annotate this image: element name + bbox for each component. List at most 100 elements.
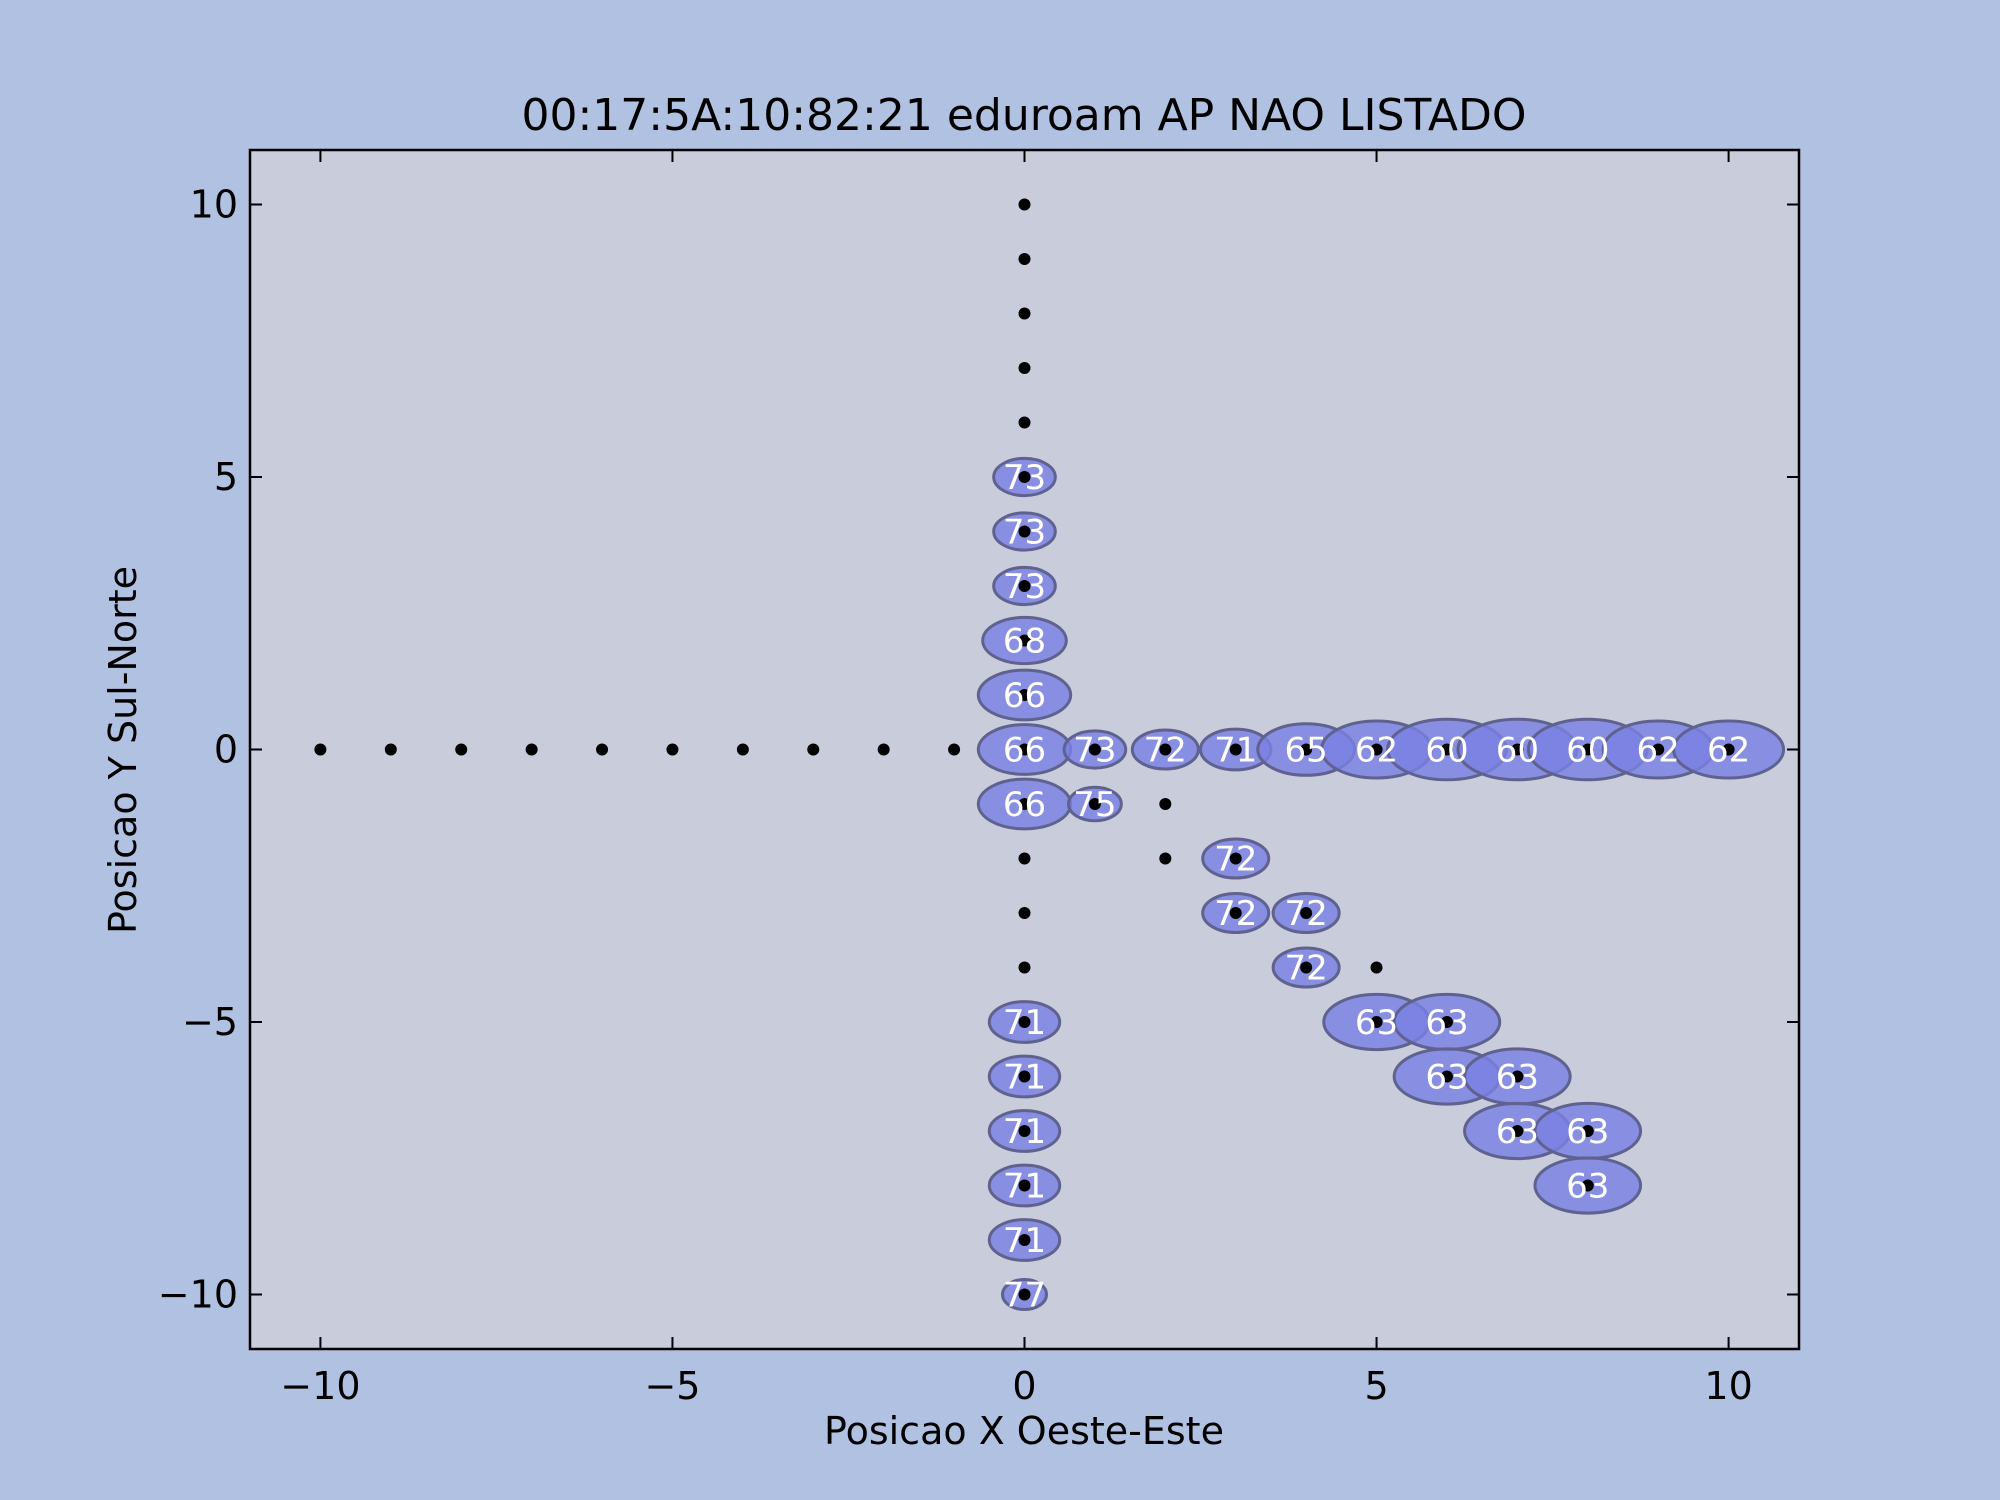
measurement-point	[1581, 1179, 1594, 1192]
signal-label: 66	[1003, 731, 1046, 771]
chart-title: 00:17:5A:10:82:21 eduroam AP NAO LISTADO	[521, 90, 1526, 141]
measurement-point	[1370, 961, 1383, 974]
signal-label: 77	[1003, 1276, 1046, 1316]
signal-label: 60	[1425, 731, 1468, 771]
measurement-point	[1018, 1288, 1031, 1301]
measurement-point	[1088, 743, 1101, 756]
measurement-point	[314, 743, 327, 756]
measurement-point	[1652, 743, 1665, 756]
measurement-point	[1018, 689, 1031, 701]
signal-label: 60	[1496, 731, 1539, 771]
signal-label: 73	[1003, 513, 1046, 553]
signal-label: 62	[1355, 731, 1398, 771]
axis-ticks: −10 −5 0 5 10 −10 −5 0 5 10	[158, 150, 1799, 1408]
signal-label: 66	[1003, 785, 1046, 825]
measurement-point	[1229, 907, 1242, 919]
signal-label: 71	[1003, 1221, 1046, 1261]
measurement-point	[525, 743, 538, 756]
measurement-point	[1018, 1125, 1031, 1137]
measurement-point	[1018, 743, 1031, 756]
measurement-point	[1018, 1234, 1031, 1246]
x-tick-label: −5	[644, 1364, 700, 1408]
measurement-point	[1018, 525, 1031, 538]
measurement-point	[1440, 1070, 1453, 1083]
measurement-point	[1229, 743, 1242, 756]
signal-label: 71	[1003, 1167, 1046, 1207]
measurement-point	[1018, 580, 1031, 592]
measurement-point	[1440, 743, 1453, 756]
measurement-point	[1018, 307, 1031, 320]
measurement-point	[1581, 1125, 1594, 1137]
signal-label: 63	[1496, 1112, 1539, 1152]
signal-label: 72	[1214, 894, 1257, 934]
measurement-point	[1511, 743, 1524, 756]
signal-label: 73	[1003, 458, 1046, 498]
measurement-point	[1581, 743, 1594, 756]
x-tick-label: 0	[1012, 1364, 1036, 1408]
signal-label: 63	[1496, 1058, 1539, 1098]
signal-label: 72	[1144, 731, 1187, 771]
measurement-point	[807, 743, 820, 756]
measurement-point	[1722, 743, 1735, 756]
measurement-point	[1018, 362, 1031, 374]
measurement-point	[1300, 961, 1313, 974]
y-tick-label: 0	[214, 728, 238, 772]
measurement-point	[1229, 852, 1242, 865]
signal-label: 62	[1637, 731, 1680, 771]
measurement-point	[1300, 907, 1313, 919]
x-tick-label: 10	[1704, 1364, 1752, 1408]
signal-label: 63	[1566, 1112, 1609, 1152]
y-tick-label: −5	[182, 1000, 238, 1044]
measurement-point	[948, 743, 961, 756]
measurement-point	[1511, 1125, 1524, 1137]
signal-label: 72	[1214, 840, 1257, 880]
measurement-point	[596, 743, 609, 756]
measurement-point	[736, 743, 749, 756]
signal-label: 63	[1566, 1167, 1609, 1207]
signal-label: 71	[1003, 1003, 1046, 1043]
measurement-point	[1370, 1016, 1383, 1028]
measurement-point	[1018, 416, 1031, 429]
measurement-point	[1018, 907, 1031, 919]
measurement-point	[1018, 634, 1031, 647]
measurement-point	[1511, 1070, 1524, 1083]
measurement-point	[455, 743, 468, 756]
x-axis-label: Posicao X Oeste-Este	[824, 1409, 1224, 1453]
signal-label: 73	[1003, 567, 1046, 607]
y-tick-label: −10	[158, 1273, 238, 1317]
measurement-point	[1440, 1016, 1453, 1028]
signal-label: 68	[1003, 622, 1046, 662]
measurement-point	[1018, 471, 1031, 483]
measurement-point	[1370, 743, 1383, 756]
measurement-point	[1018, 198, 1031, 211]
measurement-point	[1159, 852, 1172, 865]
signal-label: 65	[1285, 731, 1328, 771]
measurement-point	[1088, 798, 1101, 810]
signal-label: 73	[1073, 731, 1116, 771]
measurement-points	[314, 198, 1735, 1301]
signal-label: 66	[1003, 676, 1046, 716]
signal-labels: 73 73 73 68 66 66 66 73 72 71 65 62 60 60 60 62 62 75 72 72…	[1003, 458, 1750, 1316]
signal-label: 71	[1214, 731, 1257, 771]
x-tick-label: −10	[280, 1364, 360, 1408]
signal-label: 75	[1073, 785, 1116, 825]
signal-label: 71	[1003, 1112, 1046, 1152]
measurement-point	[1018, 1016, 1031, 1028]
measurement-point	[1018, 1070, 1031, 1083]
signal-label: 63	[1355, 1003, 1398, 1043]
measurement-point	[1018, 253, 1031, 265]
signal-label: 63	[1425, 1058, 1468, 1098]
signal-label: 62	[1707, 731, 1750, 771]
measurement-point	[1159, 743, 1172, 756]
y-axis-label: Posicao Y Sul-Norte	[101, 566, 145, 934]
measurement-point	[384, 743, 397, 756]
measurement-point	[1018, 798, 1031, 810]
y-tick-label: 5	[214, 455, 238, 499]
signal-label: 60	[1566, 731, 1609, 771]
x-tick-label: 5	[1364, 1364, 1388, 1408]
signal-label: 63	[1425, 1003, 1468, 1043]
y-tick-label: 10	[190, 183, 238, 227]
signal-label: 72	[1285, 894, 1328, 934]
measurement-point	[1159, 798, 1172, 810]
